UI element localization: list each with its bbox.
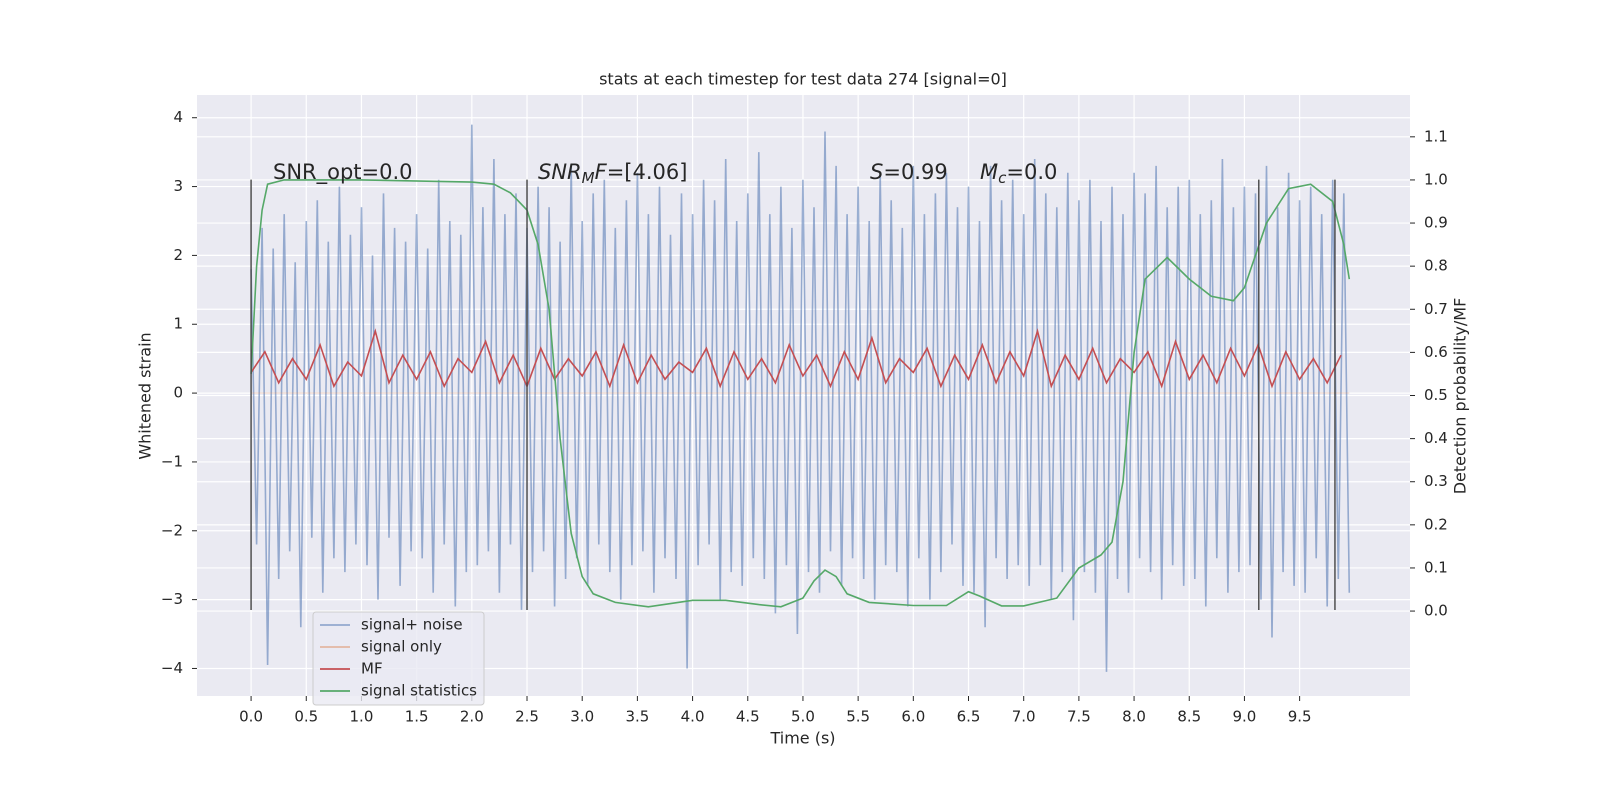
y-tick-label: 4 bbox=[173, 108, 183, 126]
legend bbox=[312, 611, 485, 706]
series-line bbox=[250, 328, 1342, 389]
y-tick-label: −3 bbox=[161, 590, 183, 608]
y2-tick-label: 0.6 bbox=[1424, 343, 1448, 361]
x-tick-label: 8.5 bbox=[1177, 708, 1201, 726]
y2-tick-label: 0.3 bbox=[1424, 472, 1448, 490]
y-tick-label: −1 bbox=[161, 452, 183, 470]
y2-tick-label: 0.4 bbox=[1424, 429, 1448, 447]
x-tick-label: 4.5 bbox=[736, 708, 760, 726]
legend-label: MF bbox=[361, 660, 383, 678]
y-tick-label: 2 bbox=[173, 246, 183, 264]
annotation-part: M bbox=[980, 160, 998, 184]
x-tick-label: 1.0 bbox=[350, 708, 374, 726]
y2-tick-label: 0.9 bbox=[1424, 214, 1448, 232]
legend-label: signal+ noise bbox=[361, 616, 463, 634]
x-tick-label: 0.5 bbox=[294, 708, 318, 726]
series-line bbox=[250, 179, 1351, 608]
y2-tick-label: 0.2 bbox=[1424, 515, 1448, 533]
y-tick-label: 3 bbox=[173, 177, 183, 195]
y2-tick-label: 1.1 bbox=[1424, 127, 1448, 145]
axes: 0.0 0.5 1.0 1.5 2.0 2.5 3.0 3.5 4.0 4.5 5.0 5.5 6.0 6… bbox=[161, 108, 1448, 725]
y-tick-label: 1 bbox=[173, 315, 183, 333]
annotation: Mc=0.0 bbox=[980, 160, 1057, 187]
annotation-part: c bbox=[998, 169, 1007, 187]
x-tick-label: 8.0 bbox=[1122, 708, 1146, 726]
series-line bbox=[250, 124, 1351, 672]
annotation: SNR_opt=0.0 bbox=[273, 160, 413, 185]
annotation-part: M bbox=[582, 169, 595, 187]
y2-tick-label: 0.1 bbox=[1424, 558, 1448, 576]
marks: SNR_opt=0.0 SNRMF=[4.06] S=0.99 Mc=0.0 bbox=[250, 124, 1351, 672]
x-tick-label: 2.5 bbox=[515, 708, 539, 726]
annotation: S=0.99 bbox=[870, 160, 948, 184]
x-tick-label: 9.5 bbox=[1288, 708, 1312, 726]
x-tick-label: 2.0 bbox=[460, 708, 484, 726]
grid bbox=[197, 95, 1410, 696]
x-tick-label: 0.0 bbox=[239, 708, 263, 726]
x-tick-label: 6.0 bbox=[901, 708, 925, 726]
annotation: SNRMF=[4.06] bbox=[538, 160, 687, 187]
annotation-part: =[4.06] bbox=[607, 160, 688, 184]
x-tick-label: 6.5 bbox=[957, 708, 981, 726]
x-tick-label: 3.0 bbox=[570, 708, 594, 726]
y-tick-label: −4 bbox=[161, 659, 183, 677]
y2-tick-label: 0.5 bbox=[1424, 386, 1448, 404]
x-tick-label: 5.0 bbox=[791, 708, 815, 726]
x-axis-label: Time (s) bbox=[769, 729, 835, 748]
legend-label: signal statistics bbox=[361, 682, 477, 700]
y2-axis-label: Detection probability/MF bbox=[1451, 298, 1470, 495]
x-tick-label: 5.5 bbox=[846, 708, 870, 726]
annotation-part: =0.0 bbox=[1006, 160, 1057, 184]
chart-title: stats at each timestep for test data 274… bbox=[599, 70, 1007, 89]
x-tick-label: 7.0 bbox=[1012, 708, 1036, 726]
y2-tick-label: 0.7 bbox=[1424, 300, 1448, 318]
y2-tick-label: 0.8 bbox=[1424, 257, 1448, 275]
x-tick-label: 4.0 bbox=[681, 708, 705, 726]
legend-label: signal only bbox=[361, 638, 442, 656]
annotation-part: S bbox=[870, 160, 883, 184]
x-tick-label: 3.5 bbox=[625, 708, 649, 726]
annotation-part: =0.99 bbox=[883, 160, 947, 184]
y-axis-label: Whitened strain bbox=[136, 332, 155, 459]
annotation-part: SNR bbox=[538, 160, 582, 184]
annotation-part: SNR_opt=0.0 bbox=[273, 160, 413, 185]
y-tick-label: −2 bbox=[161, 521, 183, 539]
y2-tick-label: 0.0 bbox=[1424, 602, 1448, 620]
y-tick-label: 0 bbox=[173, 384, 183, 402]
x-tick-label: 7.5 bbox=[1067, 708, 1091, 726]
y2-tick-label: 1.0 bbox=[1424, 170, 1448, 188]
x-tick-label: 1.5 bbox=[405, 708, 429, 726]
annotation-part: F bbox=[595, 160, 608, 184]
x-tick-label: 9.0 bbox=[1233, 708, 1257, 726]
